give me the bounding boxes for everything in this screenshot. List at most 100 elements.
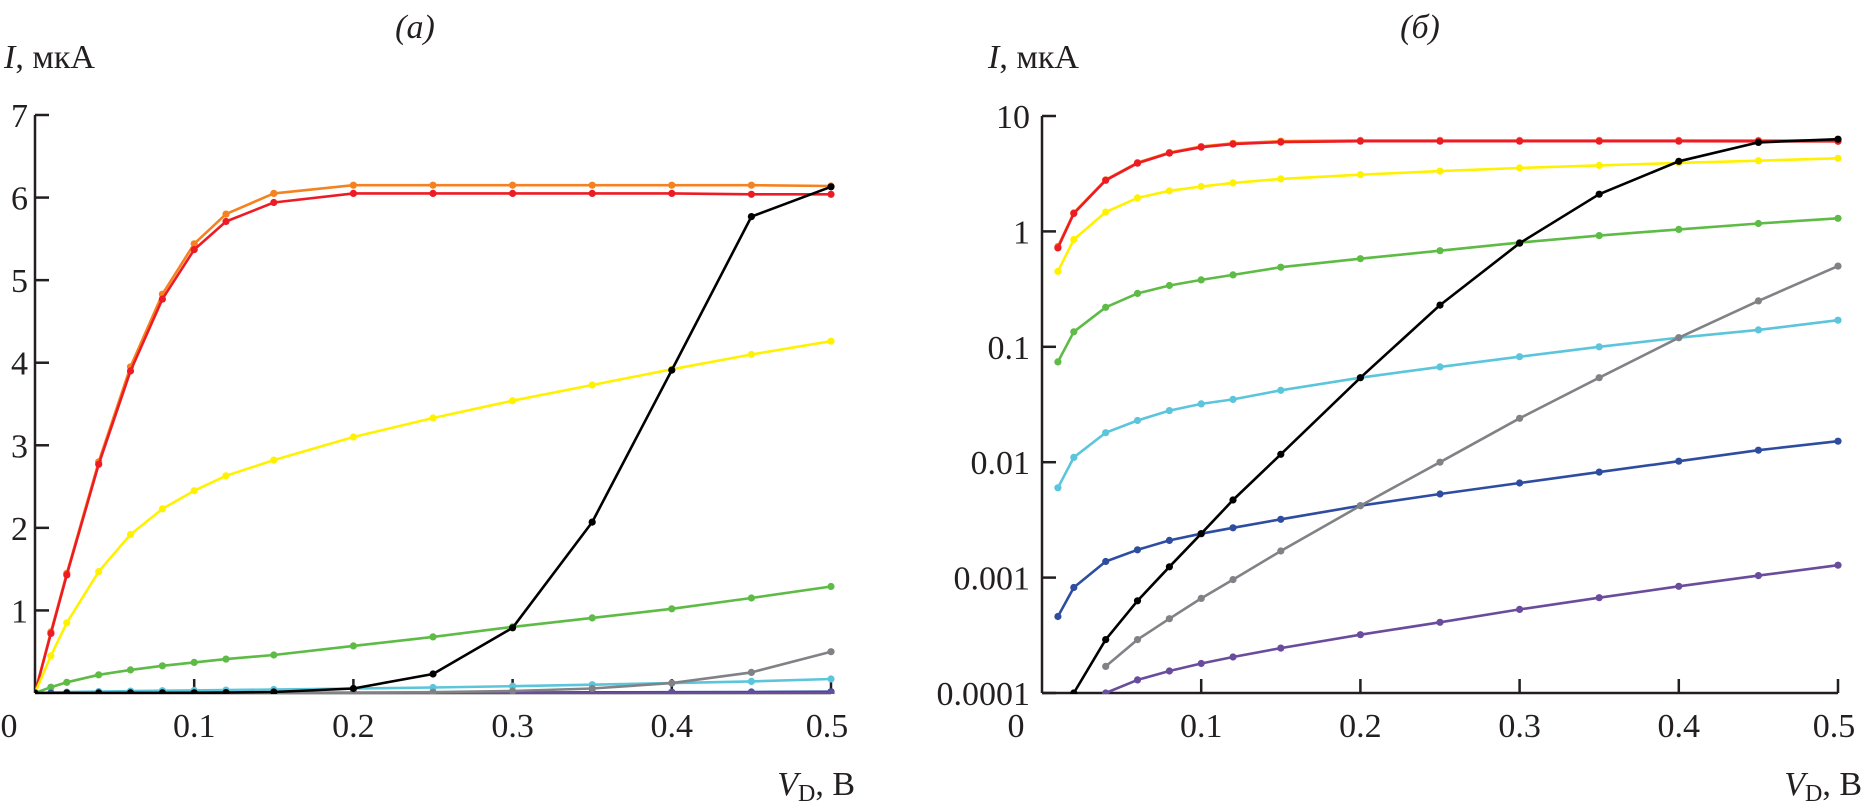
panel-b-data-point-green xyxy=(1054,358,1062,366)
panel-b-y-tick-label: 0.01 xyxy=(971,445,1031,482)
panel-a-series-orange xyxy=(35,181,835,694)
panel-a-data-point-black xyxy=(349,684,357,693)
panel-a-data-point-green xyxy=(827,582,835,591)
panel-b-data-point-black xyxy=(1436,301,1444,309)
panel-b-data-point-gray xyxy=(1165,615,1173,623)
panel-b-data-point-red xyxy=(1054,244,1062,252)
panel-b-data-point-cyan xyxy=(1102,429,1110,437)
panel-a-data-point-red xyxy=(47,629,55,638)
panel-b-data-point-black xyxy=(1133,597,1142,605)
panel-a-y-axis-var: I xyxy=(3,39,17,76)
panel-b-data-point-red xyxy=(1356,137,1364,145)
panel-a-data-point-red xyxy=(668,189,676,197)
panel-b-series-line-cyan xyxy=(1056,318,1839,489)
panel-b-data-point-red xyxy=(1229,140,1237,148)
panel-a-data-point-black xyxy=(429,670,437,678)
panel-b-data-point-blue xyxy=(1516,479,1524,487)
panel-b-data-point-blue xyxy=(1436,490,1444,498)
panel-a-data-point-green xyxy=(668,605,676,613)
panel-a-y-tick-label: 1 xyxy=(11,593,28,630)
panel-b-data-point-yellow xyxy=(1229,179,1237,187)
panel-b-data-point-green xyxy=(1229,271,1237,279)
panel-a-data-point-yellow xyxy=(222,472,230,480)
panel-b-series-line-purple xyxy=(1105,563,1839,694)
panel-b-data-point-blue xyxy=(1229,524,1237,532)
panel-b-data-point-green xyxy=(1675,225,1683,233)
panel-b-data-point-black xyxy=(1070,689,1078,694)
panel-b-data-point-cyan xyxy=(1165,407,1173,415)
panel-b-series-cyan xyxy=(1054,316,1842,492)
panel-b-x-tick-label: 0.1 xyxy=(1180,708,1223,745)
panel-b-data-point-purple xyxy=(1102,689,1110,694)
panel-a-x-tick-label: 0.3 xyxy=(491,708,534,745)
panel-a-series-yellow xyxy=(35,337,835,694)
panel-a-data-point-cyan xyxy=(827,675,835,683)
panel-b-data-point-yellow xyxy=(1277,175,1285,183)
panel-b-data-point-green xyxy=(1165,281,1173,290)
panel-b-data-point-black xyxy=(1516,239,1524,247)
panel-b-data-point-purple xyxy=(1436,618,1444,626)
panel-a-data-point-orange xyxy=(190,240,198,248)
panel-a-data-point-black xyxy=(508,624,517,632)
panel-b-data-point-cyan xyxy=(1436,363,1444,371)
panel-a-data-point-green xyxy=(158,662,166,670)
panel-b-data-point-cyan xyxy=(1834,316,1842,324)
panel-a-data-point-orange xyxy=(429,181,437,189)
panel-a-y-tick-label: 4 xyxy=(11,346,28,383)
panel-a-data-point-black xyxy=(158,689,166,694)
panel-a-data-point-red xyxy=(827,190,835,198)
panel-b-data-point-red xyxy=(1277,138,1285,146)
panel-a-x-tick-label: 0.2 xyxy=(332,708,375,745)
panel-b-data-point-gray xyxy=(1133,636,1142,644)
panel-b-series-purple xyxy=(1102,561,1842,694)
panel-b-y-axis-title: I, мкА xyxy=(987,39,1079,76)
panel-b-data-point-gray xyxy=(1436,458,1444,466)
panel-a-y-tick-label: 2 xyxy=(11,511,28,548)
panel-a-data-point-yellow xyxy=(508,397,517,405)
panel-b-data-point-blue xyxy=(1277,515,1285,523)
panel-b-data-point-blue xyxy=(1834,437,1842,445)
panel-b-data-point-cyan xyxy=(1516,353,1524,361)
panel-b-data-point-purple xyxy=(1229,653,1237,661)
panel-a-data-point-yellow xyxy=(588,381,596,389)
panel-b-data-point-yellow xyxy=(1133,194,1142,202)
panel-a-axes xyxy=(33,115,831,695)
panel-b-series-line-yellow xyxy=(1056,157,1839,272)
panel-a-data-point-orange xyxy=(222,210,230,218)
panel-b-x-tick-label: 0.5 xyxy=(1813,708,1856,745)
panel-a-x-tick-label: 0.4 xyxy=(651,708,694,745)
panel-a-data-point-gray xyxy=(668,679,676,687)
panel-a: (a) I, мкА VD, В 1 2 3 4 5 6 7 0 0.1 0.2 0.3 0.4 0.5 xyxy=(1,9,856,807)
panel-a-series-line-yellow xyxy=(35,339,832,694)
panel-b-data-point-gray xyxy=(1197,594,1205,603)
panel-b-series-line-green xyxy=(1056,217,1839,363)
panel-a-data-point-yellow xyxy=(158,505,166,513)
panel-b-data-point-gray xyxy=(1356,502,1364,510)
panel-a-data-point-red xyxy=(63,571,71,579)
panel-b-data-point-yellow xyxy=(1754,157,1762,165)
panel-a-data-point-orange xyxy=(508,181,517,189)
panel-b-series-green xyxy=(1054,214,1842,366)
panel-a-data-point-green xyxy=(47,683,55,691)
panel-a-data-point-black xyxy=(35,689,39,694)
panel-a-data-point-green xyxy=(588,614,596,622)
panel-b-data-point-red xyxy=(1595,137,1603,145)
panel-b-series-line-orange xyxy=(1056,139,1838,248)
panel-b-data-point-blue xyxy=(1754,446,1762,454)
panel-a-data-point-green xyxy=(63,678,71,686)
panel-b-data-point-gray xyxy=(1834,262,1842,270)
panel-b-data-point-purple xyxy=(1675,582,1683,590)
panel-a-data-point-orange xyxy=(668,181,676,189)
panel-b-data-point-purple xyxy=(1197,659,1205,668)
panel-b-x-axis-title: VD, В xyxy=(1784,766,1862,807)
panel-a-data-point-red xyxy=(508,189,517,197)
panel-b-data-point-blue xyxy=(1675,457,1683,465)
panel-a-data-point-red xyxy=(222,217,230,226)
panel-b-data-point-gray xyxy=(1277,547,1285,555)
panel-b-data-point-yellow xyxy=(1436,167,1444,175)
panel-b-x-tick-label: 0.3 xyxy=(1498,708,1541,745)
panel-a-data-point-green xyxy=(429,633,437,641)
panel-b-data-point-black xyxy=(1834,135,1842,143)
panel-a-plot-area xyxy=(35,181,835,694)
